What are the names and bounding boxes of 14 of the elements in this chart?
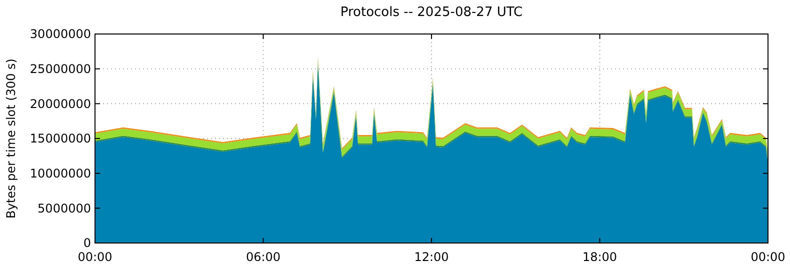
- x-tick-label: 00:00: [750, 250, 786, 264]
- y-axis-title: Bytes per time slot (300 s): [4, 58, 18, 218]
- y-tick-label: 15000000: [30, 132, 91, 146]
- y-tick-label: 30000000: [30, 27, 91, 42]
- y-tick-label: 25000000: [30, 62, 91, 76]
- x-tick-label: 18:00: [582, 250, 618, 264]
- x-tick-label: 06:00: [246, 250, 281, 264]
- y-tick-label: 10000000: [30, 166, 91, 181]
- chart-title: Protocols -- 2025-08-27 UTC: [340, 5, 523, 20]
- x-tick-label: 00:00: [78, 250, 112, 264]
- y-tick-label: 0: [83, 236, 91, 250]
- x-tick-label: 12:00: [414, 250, 449, 264]
- y-tick-label: 5000000: [38, 201, 91, 216]
- y-tick-label: 20000000: [30, 96, 91, 111]
